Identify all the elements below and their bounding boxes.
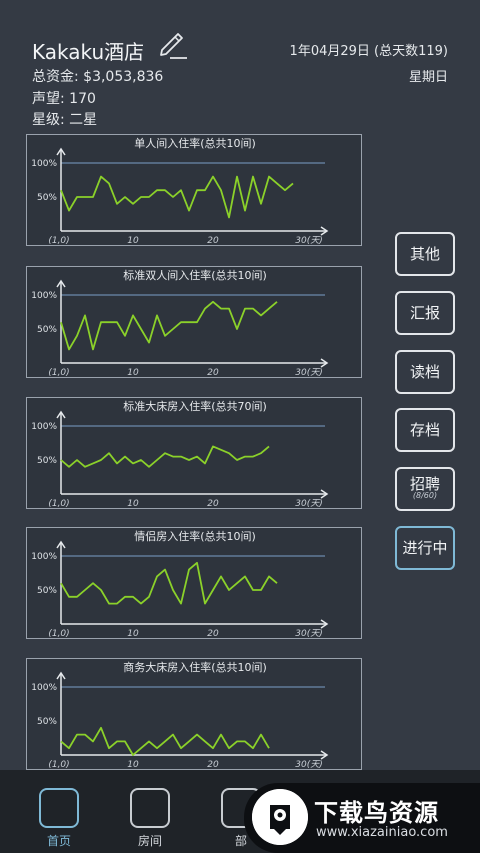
occupancy-line [60, 726, 270, 756]
occupancy-line [60, 300, 278, 351]
x-tick-label: 10 [127, 236, 139, 246]
status-header: Kakaku酒店 总资金: $3,053,836 声望: 170 星级: 二星 … [0, 0, 480, 130]
in-progress-label: 进行中 [402, 539, 448, 557]
y-tick-label: 50% [37, 193, 57, 203]
x-tick-label: 10 [127, 368, 139, 378]
x-axis-arrow [320, 750, 329, 760]
load-button-label: 读档 [409, 363, 440, 381]
y-tick-label: 100% [31, 422, 57, 432]
tab-rooms-icon[interactable] [130, 788, 170, 828]
in-progress-button[interactable]: 进行中 [395, 526, 455, 570]
y-axis-arrow [56, 540, 66, 549]
game-date: 1年04月29日 (总天数119) [289, 44, 448, 59]
x-tick-label: (1,0) [48, 368, 69, 378]
save-button-label: 存档 [409, 421, 440, 439]
x-tick-label: (1,0) [48, 499, 69, 509]
y-axis-arrow [56, 410, 66, 419]
occupancy-line [60, 175, 294, 219]
weekday: 星期日 [408, 70, 448, 85]
x-axis-arrow [320, 358, 329, 368]
watermark-logo-icon [252, 789, 308, 845]
chart-svg: 情侣房入住率(总共10间) 100% 50% (1,0) 10 20 30(天) [31, 529, 329, 639]
x-tick-label: 10 [127, 499, 139, 509]
total-funds: 总资金: $3,053,836 [32, 69, 164, 85]
occupancy-chart-list[interactable]: 单人间入住率(总共10间) 100% 50% (1,0) 10 20 30(天) 标准双人间… [26, 134, 364, 774]
y-axis-arrow [56, 671, 66, 680]
reputation: 声望: 170 [32, 91, 96, 107]
x-tick-label: 30(天) [295, 236, 322, 246]
x-tick-label: (1,0) [48, 760, 69, 770]
chart-svg: 单人间入住率(总共10间) 100% 50% (1,0) 10 20 30(天) [31, 136, 329, 246]
save-button[interactable]: 存档 [395, 408, 455, 452]
x-tick-label: 20 [207, 629, 219, 639]
y-tick-label: 100% [31, 291, 57, 301]
x-tick-label: 20 [207, 499, 219, 509]
other-button-label: 其他 [409, 245, 440, 263]
report-button[interactable]: 汇报 [395, 291, 455, 335]
x-axis-arrow [320, 619, 329, 629]
report-button-label: 汇报 [409, 304, 440, 322]
x-tick-label: 20 [207, 368, 219, 378]
x-tick-label: (1,0) [48, 629, 69, 639]
tab-rooms-label[interactable]: 房间 [137, 834, 162, 848]
occupancy-line [60, 445, 270, 468]
chart-title: 商务大床房入住率(总共10间) [123, 660, 267, 674]
chart-title: 情侣房入住率(总共10间) [134, 529, 256, 543]
hotel-name: Kakaku酒店 [32, 40, 145, 64]
y-tick-label: 100% [31, 683, 57, 693]
x-tick-label: 30(天) [295, 368, 322, 378]
watermark-url: www.xiazainiao.com [316, 825, 448, 840]
y-tick-label: 50% [37, 456, 57, 466]
tab-home-label[interactable]: 首页 [46, 834, 71, 848]
chart-title: 标准大床房入住率(总共70间) [123, 399, 267, 413]
x-tick-label: 20 [207, 236, 219, 246]
occupancy-chart: 商务大床房入住率(总共10间) 100% 50% (1,0) 10 20 30(天) [26, 658, 362, 770]
x-tick-label: 30(天) [295, 760, 322, 770]
x-tick-label: 30(天) [295, 499, 322, 509]
occupancy-line [60, 561, 278, 605]
y-tick-label: 100% [31, 159, 57, 169]
x-tick-label: 30(天) [295, 629, 322, 639]
recruit-button-label: 招聘 [409, 475, 440, 493]
y-axis-arrow [56, 147, 66, 156]
recruit-count: (8/60) [412, 491, 438, 500]
tab-home-icon[interactable] [39, 788, 79, 828]
occupancy-chart: 标准大床房入住率(总共70间) 100% 50% (1,0) 10 20 30(天) [26, 397, 362, 509]
y-tick-label: 100% [31, 552, 57, 562]
tab-department-label[interactable]: 部 [234, 834, 247, 848]
x-tick-label: (1,0) [48, 236, 69, 246]
chart-title: 标准双人间入住率(总共10间) [123, 268, 267, 282]
x-tick-label: 10 [127, 629, 139, 639]
watermark-banner: 下载鸟资源 www.xiazainiao.com [244, 783, 480, 853]
y-axis-arrow [56, 279, 66, 288]
chart-title: 单人间入住率(总共10间) [134, 136, 256, 150]
y-tick-label: 50% [37, 586, 57, 596]
y-tick-label: 50% [37, 717, 57, 727]
occupancy-chart: 单人间入住率(总共10间) 100% 50% (1,0) 10 20 30(天) [26, 134, 362, 246]
watermark-title: 下载鸟资源 [314, 799, 439, 827]
x-axis-arrow [320, 226, 329, 236]
chart-svg: 商务大床房入住率(总共10间) 100% 50% (1,0) 10 20 30(天) [31, 660, 329, 770]
recruit-button[interactable]: 招聘 (8/60) [395, 467, 455, 511]
y-tick-label: 50% [37, 325, 57, 335]
x-tick-label: 10 [127, 760, 139, 770]
load-button[interactable]: 读档 [395, 350, 455, 394]
chart-svg: 标准大床房入住率(总共70间) 100% 50% (1,0) 10 20 30(天) [31, 399, 329, 509]
x-tick-label: 20 [207, 760, 219, 770]
other-button[interactable]: 其他 [395, 232, 455, 276]
occupancy-chart: 情侣房入住率(总共10间) 100% 50% (1,0) 10 20 30(天) [26, 527, 362, 639]
occupancy-chart: 标准双人间入住率(总共10间) 100% 50% (1,0) 10 20 30(天) [26, 266, 362, 378]
edit-pencil-icon[interactable] [156, 30, 188, 60]
x-axis-arrow [320, 489, 329, 499]
chart-svg: 标准双人间入住率(总共10间) 100% 50% (1,0) 10 20 30(天) [31, 268, 329, 378]
star-rating: 星级: 二星 [32, 112, 98, 128]
